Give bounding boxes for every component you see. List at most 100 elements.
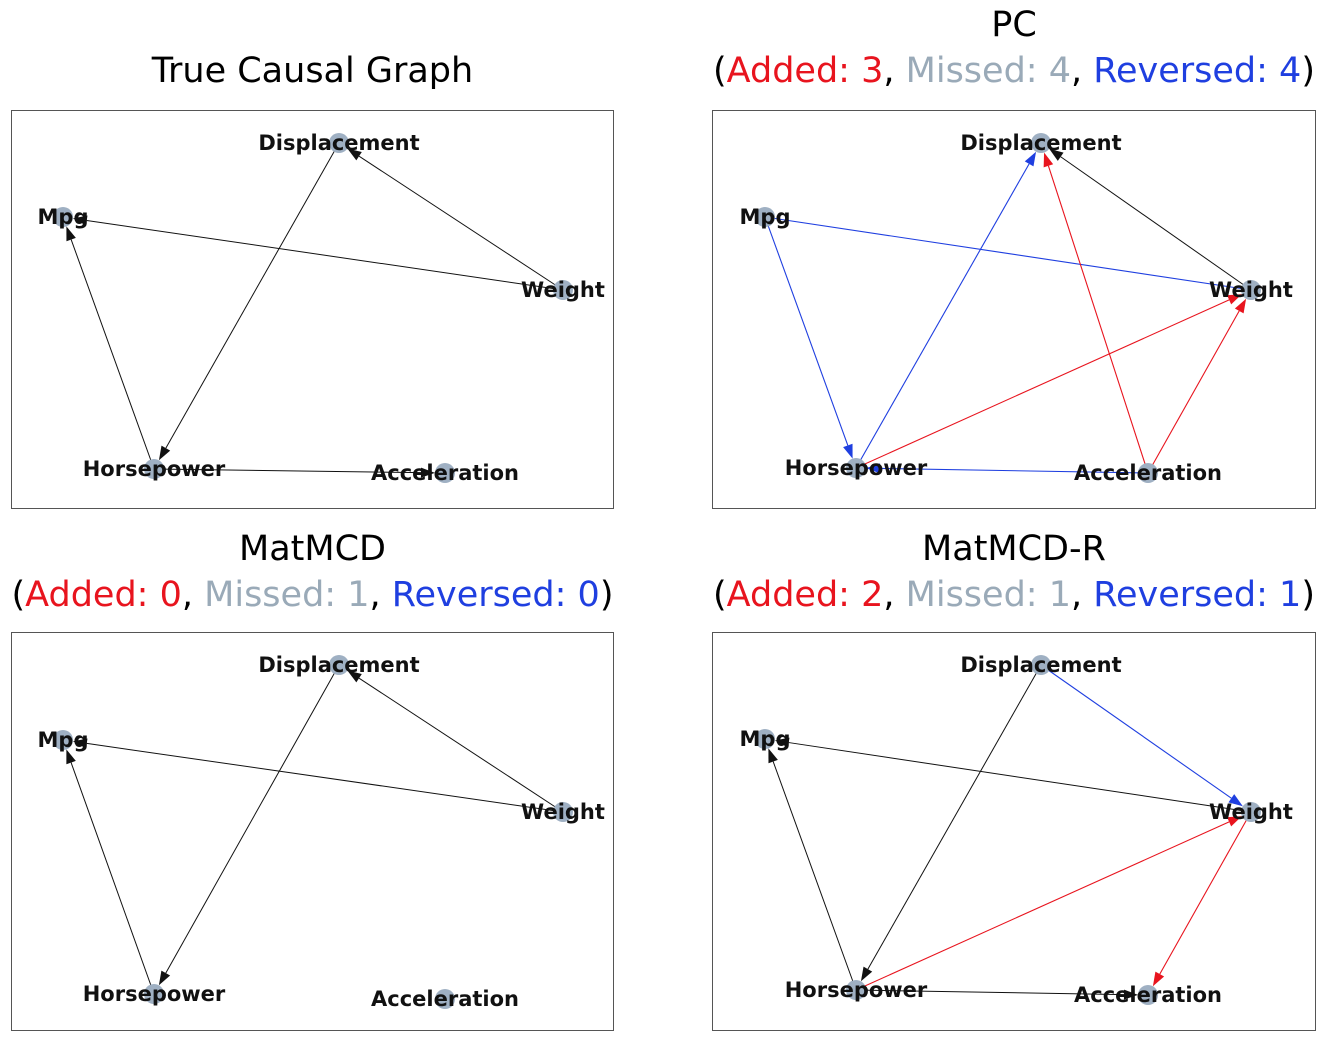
node-mpg-dot — [755, 207, 775, 227]
edge-acc-disp — [1043, 152, 1149, 474]
node-labels: Displacement Mpg Weight Horsepower Accelerat… — [38, 653, 605, 1011]
node-hp-label: Horsepower — [785, 456, 928, 480]
edge-arrowhead — [347, 670, 362, 683]
stats-sep: , — [1070, 51, 1094, 91]
edge-hp-acc — [855, 989, 1139, 1000]
edge-weight-disp — [347, 670, 564, 813]
node-disp-dot — [1031, 133, 1051, 153]
node-disp-dot — [1031, 655, 1051, 675]
edges — [768, 664, 1252, 1000]
stats-added: Added: 2 — [726, 575, 884, 615]
edge-arrowhead — [774, 737, 790, 748]
node-hp-label: Horsepower — [785, 978, 928, 1002]
graph-pc: Displacement Mpg Weight Horsepower Accelerat… — [712, 110, 1316, 509]
edge-mpg-weight — [764, 216, 1252, 291]
edge-hp-disp — [855, 151, 1037, 469]
edge-arrowhead — [865, 463, 881, 474]
node-disp-dot — [329, 133, 349, 153]
edge-arrowhead — [860, 966, 873, 982]
edge-weight-mpg — [72, 738, 564, 813]
panel-title-text: MatMCD-R — [922, 529, 1106, 569]
node-disp-dot — [329, 655, 349, 675]
node-weight-label: Weight — [521, 278, 605, 302]
node-disp-label: Displacement — [258, 653, 419, 677]
edge-hp-mpg — [66, 226, 155, 470]
node-disp-label: Displacement — [258, 131, 419, 155]
node-acc-label: Acceleration — [371, 987, 519, 1011]
edge-line — [855, 163, 1030, 469]
edge-line — [1159, 811, 1252, 975]
node-acc-dot — [1138, 463, 1158, 483]
edge-arrowhead — [158, 445, 171, 461]
edge-arrowhead — [1024, 151, 1037, 167]
edge-acc-hp — [865, 463, 1149, 474]
stats-close-paren: ) — [599, 575, 614, 615]
node-mpg-label: Mpg — [740, 205, 791, 229]
edge-arrowhead — [158, 970, 171, 986]
node-weight-label: Weight — [1209, 800, 1293, 824]
edge-line — [358, 155, 564, 291]
nodes — [755, 133, 1261, 483]
node-mpg-label: Mpg — [38, 728, 89, 752]
node-mpg-label: Mpg — [740, 727, 791, 751]
node-weight-label: Weight — [521, 800, 605, 824]
edge-line — [1060, 156, 1252, 291]
edge-arrowhead — [72, 738, 88, 749]
edge-line — [86, 742, 564, 813]
edge-arrowhead — [1152, 971, 1165, 987]
edge-line — [86, 219, 564, 291]
stats-added: Added: 3 — [726, 51, 884, 91]
edge-arrowhead — [843, 443, 853, 459]
edge-hp-acc — [153, 467, 436, 478]
node-acc-dot — [435, 463, 455, 483]
edge-line — [70, 762, 155, 995]
stats-close-paren: ) — [1301, 575, 1315, 615]
node-labels: Displacement Mpg Weight Horsepower Accelerat… — [740, 653, 1293, 1007]
panel-title-text: PC — [991, 5, 1037, 45]
node-mpg-label: Mpg — [38, 205, 89, 229]
edge-hp-mpg — [66, 749, 155, 995]
edge-weight-mpg — [774, 737, 1252, 813]
stats-missed: Missed: 1 — [905, 575, 1071, 615]
node-hp-dot — [846, 458, 866, 478]
graph-matmcd: Displacement Mpg Weight Horsepower Accelerat… — [11, 632, 614, 1031]
stats-open-paren: ( — [11, 575, 26, 615]
panel-title-text: MatMCD — [239, 529, 386, 569]
stats-reversed: Reversed: 1 — [1093, 575, 1302, 615]
node-acc-label: Acceleration — [371, 461, 519, 485]
stats-sep: , — [883, 51, 906, 91]
node-disp-label: Displacement — [960, 653, 1121, 677]
edge-line — [153, 468, 422, 474]
graph-frame — [712, 110, 1316, 509]
node-acc-label: Acceleration — [1074, 461, 1222, 485]
graph-frame — [11, 632, 614, 1031]
edge-arrowhead — [66, 226, 76, 242]
edge-arrowhead — [1234, 298, 1247, 314]
node-labels: Displacement Mpg Weight Horsepower Accelerat… — [38, 131, 605, 485]
edge-line — [764, 216, 1252, 291]
stats-reversed: Reversed: 0 — [391, 575, 600, 615]
node-weight-label: Weight — [1209, 278, 1293, 302]
panel-title-matmcdr: MatMCD-R (Added: 2, Missed: 1, Reversed:… — [704, 526, 1324, 618]
node-mpg-dot — [755, 729, 775, 749]
stats-reversed: Reversed: 4 — [1093, 51, 1302, 91]
nodes — [53, 133, 573, 483]
edge-arrowhead — [1049, 148, 1064, 161]
edges — [764, 148, 1252, 474]
nodes — [755, 655, 1261, 1005]
edge-line — [358, 677, 564, 813]
panel-title-text: True Causal Graph — [151, 51, 474, 91]
stats-missed: Missed: 4 — [905, 51, 1071, 91]
node-weight-dot — [1241, 280, 1261, 300]
edge-arrowhead — [420, 467, 436, 478]
edge-arrowhead — [1227, 294, 1242, 305]
graph-matmcdr: Displacement Mpg Weight Horsepower Accelerat… — [712, 632, 1316, 1031]
graph-true: Displacement Mpg Weight Horsepower Accelerat… — [11, 110, 614, 509]
graph-frame — [712, 632, 1316, 1031]
edge-line — [1040, 664, 1232, 799]
edge-weight-disp — [347, 148, 564, 291]
node-mpg-dot — [53, 730, 73, 750]
edge-hp-weight — [855, 816, 1242, 991]
edge-arrowhead — [347, 148, 362, 161]
edge-mpg-hp — [764, 216, 853, 459]
